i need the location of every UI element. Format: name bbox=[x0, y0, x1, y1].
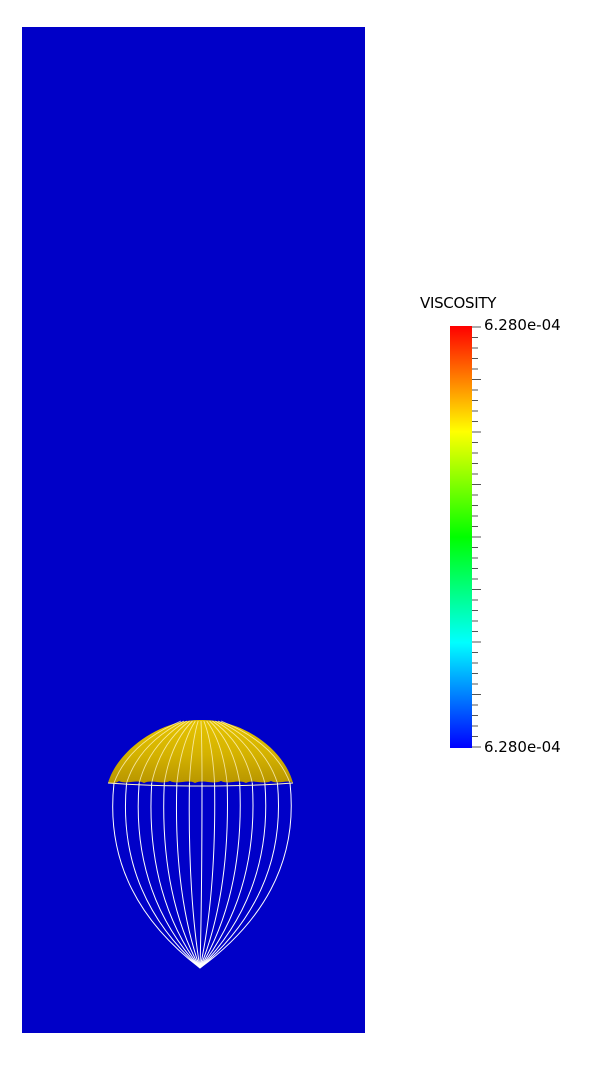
canopy-gore-line bbox=[215, 720, 266, 784]
suspension-line bbox=[199, 782, 203, 969]
canopy bbox=[108, 719, 293, 784]
canopy-gore-line bbox=[188, 720, 199, 784]
scalar-bar-max-label: 6.280e-04 bbox=[484, 316, 561, 334]
suspension-line bbox=[188, 782, 201, 969]
suspension-line bbox=[150, 782, 201, 969]
canopy-gore-line bbox=[200, 720, 203, 784]
suspension-line bbox=[175, 782, 201, 969]
canopy-gore-line bbox=[151, 720, 190, 784]
canopy-gore-line bbox=[206, 720, 228, 784]
suspension-line bbox=[199, 782, 228, 969]
scalar-bar-min-label: 6.280e-04 bbox=[484, 738, 561, 756]
canopy-rim bbox=[107, 782, 294, 787]
scalar-bar: VISCOSITY 6.280e-04 6.280e-04 bbox=[418, 292, 588, 762]
suspension-line bbox=[137, 782, 201, 969]
canopy-gore-line bbox=[209, 720, 241, 784]
canopy-gore-line bbox=[217, 720, 278, 784]
canopy-gore-line bbox=[113, 720, 182, 784]
canopy-gore-line bbox=[138, 720, 187, 784]
canopy-gore-line bbox=[126, 720, 185, 784]
scalar-bar-title: VISCOSITY bbox=[420, 294, 497, 312]
suspension-line bbox=[199, 782, 241, 969]
suspension-line bbox=[199, 782, 279, 969]
suspension-line bbox=[124, 782, 201, 969]
parachute bbox=[107, 719, 294, 969]
suspension-line bbox=[112, 782, 201, 969]
fluid-domain bbox=[22, 27, 365, 1033]
canopy-gore-line bbox=[163, 720, 193, 784]
suspension-line bbox=[199, 782, 292, 969]
suspension-line bbox=[163, 782, 201, 969]
canopy-gore-lines bbox=[113, 720, 291, 784]
scalar-bar-colormap bbox=[450, 326, 472, 748]
suspension-line bbox=[199, 782, 254, 969]
canopy-gore-line bbox=[212, 720, 253, 784]
canopy-gore-line bbox=[176, 720, 196, 784]
canopy-gore-line bbox=[203, 720, 216, 784]
suspension-line bbox=[199, 782, 267, 969]
scalar-bar-ticks bbox=[472, 326, 481, 748]
suspension-lines bbox=[112, 782, 292, 969]
canopy-gore-line bbox=[220, 720, 291, 784]
suspension-line bbox=[199, 782, 216, 969]
